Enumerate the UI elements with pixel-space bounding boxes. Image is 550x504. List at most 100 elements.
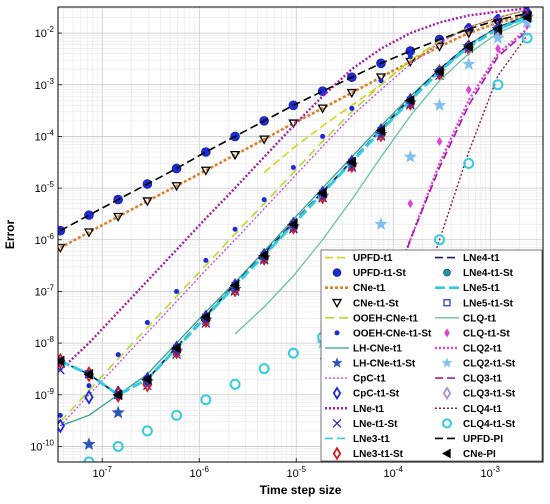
legend-marker [442, 418, 452, 429]
data-point [492, 23, 503, 35]
legend-label: CLQ2-t1-St [463, 359, 516, 370]
x-tick-label: 10-6 [190, 465, 210, 480]
x-axis-label: Time step size [260, 483, 342, 497]
legend-label: UPFD-t1-St [353, 268, 406, 279]
legend-label: CNe-t1-St [353, 298, 399, 309]
data-point [58, 225, 66, 236]
y-tick-label: 10-5 [35, 180, 55, 195]
legend-marker [331, 298, 343, 309]
data-point [58, 355, 65, 367]
data-point [346, 156, 356, 168]
data-point [115, 352, 121, 358]
data-point [495, 44, 501, 54]
legend-entry: UPFD-PI [435, 434, 503, 445]
data-point [491, 31, 505, 44]
legend-label: CLQ2-t1 [463, 343, 502, 354]
legend-entry: LNe4-t1 [435, 253, 500, 264]
x-tick-label: 10-4 [384, 465, 404, 480]
x-tick-label: 10-5 [287, 465, 307, 480]
data-point [374, 217, 388, 230]
legend: UPFD-t1 UPFD-t1-St CNe-t1 CNe-t1-St OOEH-CNe… [320, 249, 543, 462]
y-tick-label: 10-8 [35, 335, 55, 350]
data-point [111, 405, 125, 419]
series-line [59, 14, 528, 249]
y-tick-label: 10-4 [35, 128, 55, 143]
legend-entry: CNe-PI [441, 448, 496, 460]
data-point [171, 409, 183, 421]
data-point [317, 86, 328, 97]
series-line [59, 12, 528, 232]
data-point [492, 79, 504, 91]
data-point [432, 98, 447, 112]
legend-label: UPFD-t1 [353, 253, 393, 264]
data-point [434, 234, 446, 246]
data-point [86, 383, 92, 389]
data-point [232, 226, 238, 232]
legend-entry: CNe-t1-St [331, 298, 399, 309]
legend-label: LNe3-t1 [353, 434, 390, 445]
data-point [141, 425, 153, 437]
x-tick-label: 10-7 [93, 465, 113, 480]
y-tick-label: 10-2 [35, 25, 55, 40]
legend-entry: CLQ2-t1 [435, 343, 502, 354]
data-point [171, 163, 182, 174]
x-tick-label: 10-3 [481, 465, 501, 480]
plot-frame [57, 6, 544, 463]
legend-label: LNe-t1 [353, 404, 385, 415]
data-point [403, 149, 418, 163]
legend-entry: CNe-t1 [325, 283, 386, 294]
data-point [317, 104, 328, 114]
data-point [83, 368, 94, 380]
data-point [113, 212, 124, 223]
legend-entry: LNe-t1 [325, 404, 385, 415]
data-point [290, 165, 296, 171]
data-point [258, 363, 270, 375]
legend-marker [332, 268, 342, 277]
legend-entry: LNe3-t1 [325, 434, 390, 445]
data-point [407, 54, 413, 60]
legend-marker [332, 446, 342, 461]
data-point [58, 365, 65, 375]
series-upfd-pi [59, 12, 528, 232]
y-tick-label: 10-3 [35, 77, 55, 92]
y-tick-label: 10-7 [35, 283, 55, 298]
data-point [258, 249, 269, 261]
legend-entry: CLQ4-t1-St [442, 418, 516, 430]
legend-label: CLQ3-t1 [463, 374, 502, 385]
data-point [375, 73, 387, 83]
legend-marker [332, 418, 342, 428]
legend-entry: CLQ2-t1-St [441, 357, 516, 370]
legend-entry: LNe3-t1-St [332, 446, 404, 461]
legend-label: CLQ4-t1 [463, 404, 502, 415]
legend-label: CLQ-t1-St [463, 328, 510, 339]
data-point [317, 187, 327, 199]
data-point [200, 394, 212, 406]
legend-box [320, 249, 543, 462]
legend-marker [331, 357, 343, 368]
data-point [82, 437, 96, 451]
legend-label: UPFD-PI [463, 434, 503, 445]
data-point [112, 440, 124, 452]
data-point [375, 125, 386, 136]
data-point [466, 23, 472, 29]
legend-entry: UPFD-t1-St [332, 268, 406, 279]
data-point [261, 197, 267, 203]
data-point [201, 147, 211, 157]
legend-entry: CLQ3-t1-St [442, 386, 516, 401]
data-point [171, 342, 181, 354]
data-point [259, 135, 270, 145]
series-ooeh-cne-t1-st [58, 7, 530, 418]
series-line [234, 19, 528, 335]
data-point [84, 389, 94, 405]
legend-label: CLQ-t1 [463, 313, 497, 324]
data-point [141, 373, 152, 385]
legend-label: LH-CNe-t1 [353, 343, 402, 354]
legend-entry: UPFD-t1 [325, 253, 393, 264]
legend-entry: LH-CNe-t1 [325, 343, 402, 354]
data-point [112, 389, 123, 401]
legend-label: CLQ3-t1-St [463, 389, 516, 400]
data-point [229, 280, 240, 291]
legend-label: LH-CNe-t1-St [353, 359, 416, 370]
data-point [144, 320, 150, 326]
legend-label: LNe5-t1 [463, 283, 500, 294]
